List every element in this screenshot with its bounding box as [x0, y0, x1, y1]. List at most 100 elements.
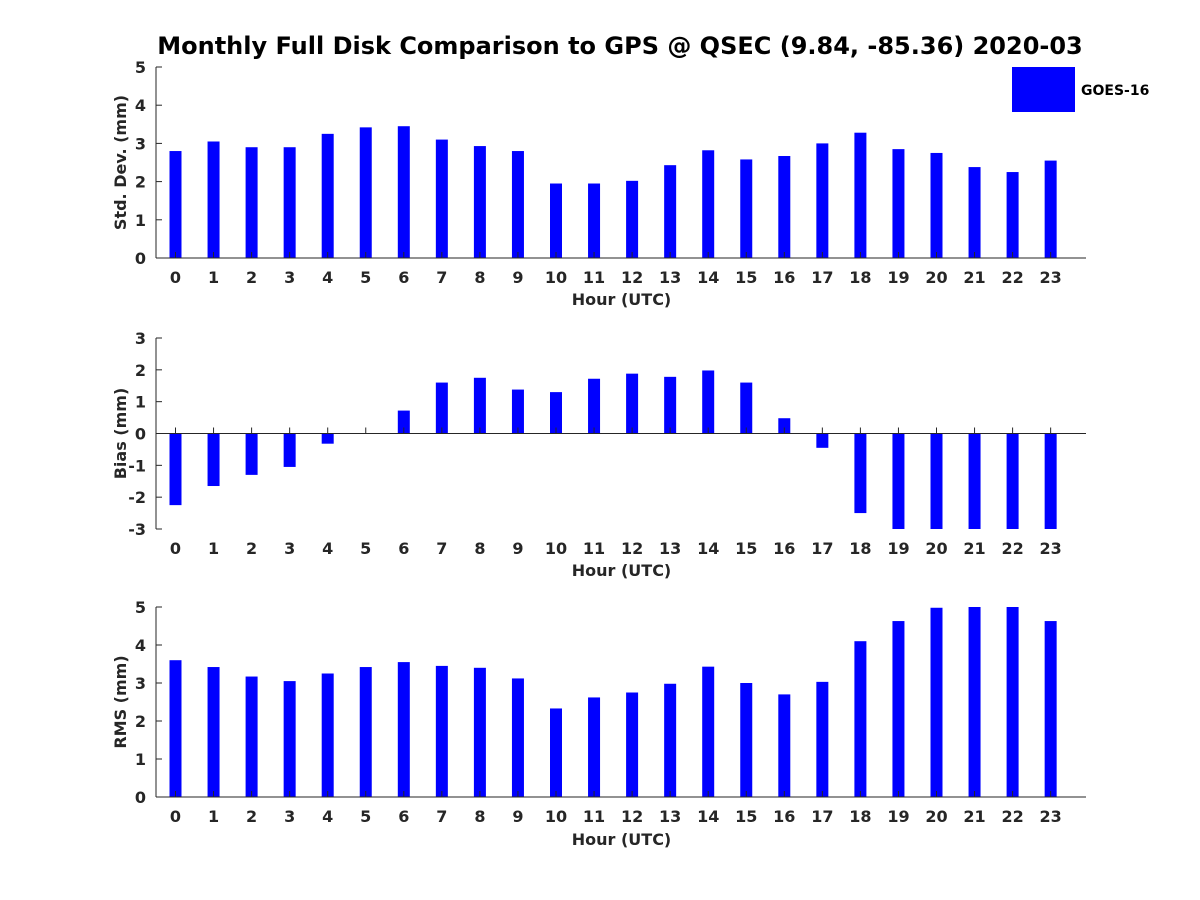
x-tick-label: 9: [512, 268, 523, 287]
bar-1-hour-15: [740, 382, 753, 434]
bar-1-hour-22: [1006, 433, 1019, 529]
bar-1-hour-9: [511, 389, 524, 434]
x-tick-label: 15: [735, 268, 757, 287]
x-axis-label: Hour (UTC): [572, 561, 672, 580]
bar-2-hour-5: [359, 667, 372, 797]
y-tick-label: 1: [135, 393, 146, 412]
x-tick-label: 1: [208, 807, 219, 826]
x-tick-label: 3: [284, 539, 295, 558]
x-tick-label: 4: [322, 268, 333, 287]
y-tick-label: 2: [135, 173, 146, 192]
bar-2-hour-17: [816, 681, 829, 797]
x-tick-label: 19: [887, 268, 909, 287]
bar-2-hour-2: [245, 676, 258, 797]
bar-0-hour-14: [702, 150, 715, 258]
bar-0-hour-7: [435, 139, 448, 258]
x-tick-label: 3: [284, 268, 295, 287]
x-tick-label: 23: [1040, 268, 1062, 287]
bar-2-hour-15: [740, 683, 753, 797]
x-tick-label: 17: [811, 539, 833, 558]
x-tick-label: 18: [849, 539, 871, 558]
x-tick-label: 11: [583, 268, 605, 287]
bar-1-hour-3: [283, 433, 296, 467]
x-tick-label: 12: [621, 807, 643, 826]
x-tick-label: 6: [398, 268, 409, 287]
y-tick-label: 2: [135, 361, 146, 380]
bar-2-hour-8: [473, 667, 486, 797]
bar-2-hour-14: [702, 666, 715, 797]
x-tick-label: 0: [170, 268, 181, 287]
bar-2-hour-13: [664, 683, 677, 797]
y-axis-label: Bias (mm): [111, 388, 130, 480]
y-tick-label: 2: [135, 712, 146, 731]
x-tick-label: 9: [512, 807, 523, 826]
x-tick-label: 9: [512, 539, 523, 558]
bar-0-hour-8: [473, 146, 486, 258]
x-tick-label: 0: [170, 539, 181, 558]
x-tick-label: 18: [849, 268, 871, 287]
x-tick-label: 14: [697, 807, 719, 826]
bar-1-hour-14: [702, 370, 715, 434]
y-tick-label: 3: [135, 134, 146, 153]
bar-0-hour-3: [283, 147, 296, 258]
x-tick-label: 13: [659, 268, 681, 287]
x-tick-label: 17: [811, 807, 833, 826]
bar-1-hour-0: [169, 433, 182, 506]
x-axis-label: Hour (UTC): [572, 290, 672, 309]
bar-2-hour-21: [968, 607, 981, 797]
x-tick-label: 21: [963, 268, 985, 287]
bar-2-hour-6: [397, 662, 410, 797]
y-tick-label: 4: [135, 636, 146, 655]
x-tick-label: 8: [474, 807, 485, 826]
bar-2-hour-1: [207, 667, 220, 797]
bar-2-hour-19: [892, 621, 905, 797]
bar-1-hour-18: [854, 433, 867, 514]
x-tick-label: 11: [583, 539, 605, 558]
x-tick-label: 16: [773, 539, 795, 558]
bar-0-hour-1: [207, 141, 220, 258]
y-tick-label: 3: [135, 329, 146, 348]
x-tick-label: 14: [697, 268, 719, 287]
x-tick-label: 20: [925, 539, 947, 558]
x-tick-label: 2: [246, 539, 257, 558]
bar-0-hour-13: [664, 165, 677, 258]
bar-0-hour-10: [550, 183, 562, 258]
bar-1-hour-17: [816, 433, 829, 448]
bar-0-hour-6: [397, 126, 410, 259]
x-tick-label: 14: [697, 539, 719, 558]
y-tick-label: 0: [135, 425, 146, 444]
y-tick-label: -2: [128, 488, 146, 507]
x-tick-label: 12: [621, 539, 643, 558]
bar-0-hour-15: [740, 159, 753, 258]
bar-0-hour-16: [778, 156, 791, 258]
bar-2-hour-11: [588, 697, 601, 797]
x-tick-label: 23: [1040, 539, 1062, 558]
bar-2-hour-18: [854, 641, 867, 797]
x-tick-label: 3: [284, 807, 295, 826]
x-tick-label: 19: [887, 807, 909, 826]
bar-1-hour-4: [321, 433, 334, 444]
bar-0-hour-21: [968, 167, 981, 258]
y-axis-label: Std. Dev. (mm): [111, 95, 130, 230]
bar-0-hour-9: [511, 151, 524, 258]
x-tick-label: 0: [170, 807, 181, 826]
y-tick-label: 0: [135, 249, 146, 268]
bar-1-hour-2: [245, 433, 258, 475]
y-tick-label: -3: [128, 520, 146, 539]
x-tick-label: 6: [398, 807, 409, 826]
x-tick-label: 20: [925, 807, 947, 826]
x-tick-label: 22: [1001, 268, 1023, 287]
x-tick-label: 4: [322, 539, 333, 558]
bar-0-hour-22: [1006, 172, 1019, 258]
bar-2-hour-22: [1006, 607, 1019, 797]
bar-1-hour-21: [968, 433, 981, 529]
legend-label: GOES-16: [1081, 83, 1149, 99]
bar-0-hour-11: [588, 183, 601, 258]
bar-0-hour-19: [892, 149, 905, 258]
x-tick-label: 7: [436, 807, 447, 826]
bar-1-hour-16: [778, 418, 791, 434]
x-tick-label: 5: [360, 807, 371, 826]
y-tick-label: 5: [135, 58, 146, 77]
